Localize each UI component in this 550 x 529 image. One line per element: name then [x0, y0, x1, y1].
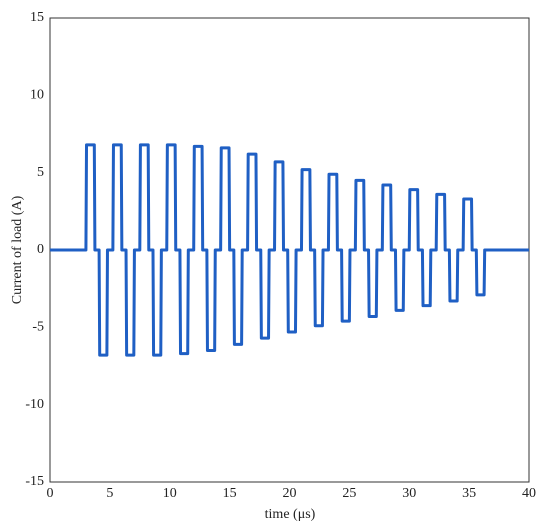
y-tick-label: -15 — [25, 474, 44, 489]
y-axis-label: Current of load (A) — [10, 195, 25, 304]
y-tick-label: -10 — [25, 397, 44, 412]
y-tick-label: 10 — [30, 88, 44, 103]
x-tick-label: 25 — [342, 486, 356, 501]
x-tick-label: 30 — [402, 486, 416, 501]
data-line — [50, 143, 529, 357]
x-tick-label: 40 — [522, 486, 536, 501]
x-tick-label: 5 — [106, 486, 113, 501]
y-tick-label: 5 — [37, 165, 44, 180]
y-tick-label: -5 — [32, 320, 44, 335]
x-tick-label: 10 — [163, 486, 177, 501]
x-tick-label: 15 — [223, 486, 237, 501]
y-tick-label: 0 — [37, 242, 44, 257]
x-tick-label: 35 — [462, 486, 476, 501]
x-axis-label: time (μs) — [265, 507, 316, 522]
x-tick-label: 0 — [47, 486, 54, 501]
y-tick-label: 15 — [30, 10, 44, 25]
x-tick-label: 20 — [283, 486, 297, 501]
